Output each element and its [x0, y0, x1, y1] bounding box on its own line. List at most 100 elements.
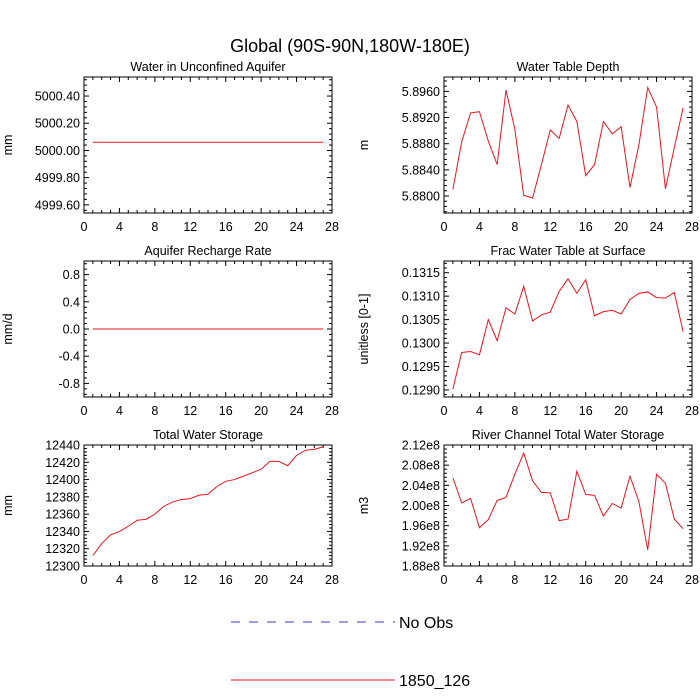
- plot-frame: [83, 444, 333, 567]
- y-tick-label: 1.92e8: [402, 539, 440, 553]
- x-tick-label: 8: [151, 404, 158, 418]
- y-axis-label: mm/d: [1, 313, 15, 344]
- y-tick-label: 5.8920: [402, 111, 440, 125]
- y-tick-label: 5000.00: [35, 144, 80, 158]
- y-axis-label: mm: [1, 135, 15, 156]
- x-tick-label: 0: [441, 220, 448, 234]
- y-tick-label: 0.0: [63, 323, 80, 337]
- x-tick-label: 4: [476, 220, 483, 234]
- y-tick-label: 4999.60: [35, 198, 80, 212]
- chart-panels: Water in Unconfined Aquifer mm 0 4 8 12 16 20 24…: [1, 60, 699, 587]
- x-tick-label: 12: [183, 404, 197, 418]
- panel-water-table-depth: Water Table Depth m 0 4 8 12 16 20 24 28 5.8800 5.8…: [357, 60, 699, 234]
- legend-label-no-obs: No Obs: [399, 615, 453, 632]
- x-tick-label: 12: [183, 220, 197, 234]
- y-tick-label: -0.4: [58, 350, 80, 364]
- x-tick-label: 16: [219, 404, 233, 418]
- x-tick-label: 8: [151, 220, 158, 234]
- panel-total-water-storage: Total Water Storage mm 0 4 8 12 16 20 24 28 12300 1…: [1, 428, 339, 587]
- y-tick-label: 0.4: [63, 295, 80, 309]
- y-tick-label: 12320: [45, 542, 80, 556]
- x-tick-label: 20: [614, 404, 628, 418]
- x-tick-label: 16: [579, 220, 593, 234]
- y-tick-label: 2.00e8: [402, 499, 440, 513]
- x-tick-label: 16: [579, 573, 593, 587]
- legend-label-1850-126: 1850_126: [399, 673, 470, 690]
- panel-frac-water-table-at-surface: Frac Water Table at Surface unitless [0-1…: [357, 244, 699, 418]
- x-tick-label: 28: [685, 573, 699, 587]
- x-tick-label: 0: [441, 573, 448, 587]
- x-tick-label: 20: [254, 404, 268, 418]
- x-tick-label: 8: [511, 573, 518, 587]
- y-tick-label: -0.8: [58, 377, 80, 391]
- panel-water-in-unconfined-aquifer: Water in Unconfined Aquifer mm 0 4 8 12 16 20 24…: [1, 60, 339, 234]
- x-tick-label: 12: [183, 573, 197, 587]
- panel-title: Water Table Depth: [517, 60, 620, 74]
- y-tick-label: 5.8800: [402, 190, 440, 204]
- plot-frame: [83, 76, 333, 214]
- x-tick-label: 12: [543, 404, 557, 418]
- panel-title: Aquifer Recharge Rate: [144, 244, 271, 258]
- y-axis-label: m: [357, 140, 371, 150]
- y-tick-label: 1.96e8: [402, 519, 440, 533]
- y-tick-label: 2.08e8: [402, 459, 440, 473]
- y-tick-label: 12420: [45, 456, 80, 470]
- y-tick-label: 12360: [45, 508, 80, 522]
- x-tick-label: 28: [685, 404, 699, 418]
- y-tick-label: 0.1290: [402, 383, 440, 397]
- y-axis-label: unitless [0-1]: [357, 294, 371, 365]
- x-tick-label: 12: [543, 573, 557, 587]
- plot-frame: [443, 444, 693, 567]
- x-tick-label: 0: [441, 404, 448, 418]
- x-tick-label: 8: [151, 573, 158, 587]
- y-tick-label: 0.1305: [402, 313, 440, 327]
- y-axis-label: mm: [1, 495, 15, 516]
- y-tick-label: 0.1300: [402, 337, 440, 351]
- plot-frame: [443, 76, 693, 214]
- x-tick-label: 24: [290, 573, 304, 587]
- x-tick-label: 0: [81, 573, 88, 587]
- x-tick-label: 28: [685, 220, 699, 234]
- x-tick-label: 24: [650, 573, 664, 587]
- y-tick-label: 0.1295: [402, 360, 440, 374]
- y-tick-label: 5.8880: [402, 137, 440, 151]
- y-tick-label: 12400: [45, 473, 80, 487]
- x-tick-label: 0: [81, 404, 88, 418]
- y-tick-label: 5.8960: [402, 85, 440, 99]
- y-tick-label: 5000.40: [35, 90, 80, 104]
- x-tick-label: 8: [511, 404, 518, 418]
- x-tick-label: 8: [511, 220, 518, 234]
- x-tick-label: 4: [116, 573, 123, 587]
- y-tick-label: 12380: [45, 490, 80, 504]
- x-tick-label: 4: [476, 573, 483, 587]
- x-tick-label: 20: [254, 573, 268, 587]
- x-tick-label: 28: [325, 404, 339, 418]
- y-tick-label: 1.88e8: [402, 560, 440, 574]
- x-tick-label: 4: [116, 404, 123, 418]
- panel-aquifer-recharge-rate: Aquifer Recharge Rate mm/d 0 4 8 12 16 20 24 28 -0…: [1, 244, 339, 418]
- figure-title: Global (90S-90N,180W-180E): [230, 36, 470, 56]
- y-tick-label: 12300: [45, 560, 80, 574]
- y-axis-label: m3: [357, 497, 371, 514]
- x-tick-label: 28: [325, 220, 339, 234]
- panel-title: Total Water Storage: [153, 428, 263, 442]
- x-tick-label: 20: [254, 220, 268, 234]
- y-tick-label: 2.04e8: [402, 479, 440, 493]
- x-tick-label: 0: [81, 220, 88, 234]
- y-tick-label: 0.8: [63, 268, 80, 282]
- panel-river-channel-total-water-storage: River Channel Total Water Storage m3 0 4 8 12…: [357, 428, 699, 587]
- x-tick-label: 24: [290, 220, 304, 234]
- x-tick-label: 24: [290, 404, 304, 418]
- panel-title: Water in Unconfined Aquifer: [130, 60, 285, 74]
- y-tick-label: 5.8840: [402, 163, 440, 177]
- series-line-1850-126: [452, 451, 684, 550]
- x-tick-label: 28: [325, 573, 339, 587]
- y-tick-label: 2.12e8: [402, 439, 440, 453]
- x-tick-label: 24: [650, 404, 664, 418]
- series-line-1850-126: [452, 277, 684, 390]
- y-tick-label: 0.1310: [402, 290, 440, 304]
- x-tick-label: 16: [219, 220, 233, 234]
- y-tick-label: 12440: [45, 439, 80, 453]
- x-tick-label: 16: [219, 573, 233, 587]
